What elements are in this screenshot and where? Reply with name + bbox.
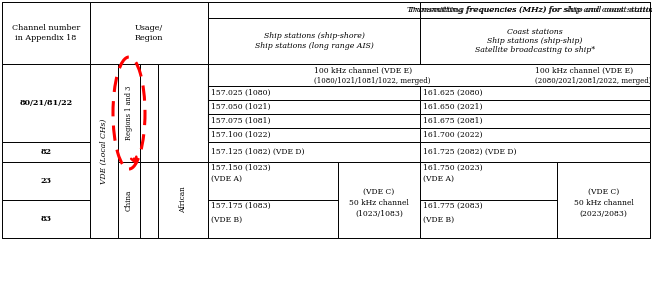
Text: Usage/
Region: Usage/ Region <box>135 24 163 42</box>
Text: 80/21/81/22: 80/21/81/22 <box>20 99 72 107</box>
Bar <box>90 64 118 238</box>
Bar <box>208 162 338 238</box>
Bar <box>2 2 650 18</box>
Text: Ship stations (ship-shore)
Ship stations (long range AIS): Ship stations (ship-shore) Ship stations… <box>255 32 374 50</box>
Bar <box>140 64 158 162</box>
Text: Transmitting frequencies (MHz) for ship and coast stations: Transmitting frequencies (MHz) for ship … <box>409 6 652 14</box>
Text: Transmitting frequencies (MHz) for ship and coast stations: Transmitting frequencies (MHz) for ship … <box>407 6 652 14</box>
Text: Channel number
in Appendix 18: Channel number in Appendix 18 <box>12 24 80 42</box>
Bar <box>2 200 90 238</box>
Bar <box>420 142 650 162</box>
Bar <box>140 162 158 238</box>
Text: 157.025 (1080): 157.025 (1080) <box>211 89 271 97</box>
Text: 23: 23 <box>40 177 52 185</box>
Bar <box>420 100 650 114</box>
Bar <box>2 64 90 142</box>
Bar <box>420 18 650 64</box>
Bar <box>2 2 90 64</box>
Text: (2023/2083): (2023/2083) <box>580 210 627 218</box>
Text: 157.100 (1022): 157.100 (1022) <box>211 131 271 139</box>
Bar <box>557 162 650 238</box>
Text: 161.675 (2081): 161.675 (2081) <box>423 117 482 125</box>
Bar <box>420 128 650 142</box>
Text: 50 kHz channel: 50 kHz channel <box>349 199 409 207</box>
Text: (VDE B): (VDE B) <box>423 216 454 224</box>
Bar <box>420 114 650 128</box>
Bar <box>158 162 208 238</box>
Text: 157.050 (1021): 157.050 (1021) <box>211 103 271 111</box>
Text: Regions 1 and 3: Regions 1 and 3 <box>125 86 133 140</box>
Bar <box>420 2 650 18</box>
Text: (VDE A): (VDE A) <box>211 175 242 183</box>
Text: (1023/1083): (1023/1083) <box>355 210 403 218</box>
Bar <box>2 142 90 162</box>
Text: 157.150 (1023): 157.150 (1023) <box>211 164 271 172</box>
Text: 157.075 (1081): 157.075 (1081) <box>211 117 271 125</box>
Bar <box>2 162 90 200</box>
Bar <box>208 128 420 142</box>
Text: 50 kHz channel: 50 kHz channel <box>574 199 634 207</box>
Text: 161.700 (2022): 161.700 (2022) <box>423 131 482 139</box>
Text: (VDE A): (VDE A) <box>423 175 454 183</box>
Text: 82: 82 <box>40 148 52 156</box>
Bar <box>118 64 140 162</box>
Bar <box>158 64 208 162</box>
Text: (VDE B): (VDE B) <box>211 216 242 224</box>
Text: China: China <box>125 189 133 211</box>
Text: Coast stations
Ship stations (ship-ship)
Satellite broadcasting to ship*: Coast stations Ship stations (ship-ship)… <box>475 28 595 54</box>
Bar <box>208 2 420 18</box>
Bar <box>338 162 420 238</box>
Text: VDE (Local CHs): VDE (Local CHs) <box>100 118 108 184</box>
Bar <box>420 86 650 100</box>
Text: 161.625 (2080): 161.625 (2080) <box>423 89 482 97</box>
Text: (VDE C): (VDE C) <box>588 188 619 196</box>
Text: (1080/1021/1081/1022, merged): (1080/1021/1081/1022, merged) <box>314 77 430 85</box>
Bar <box>208 114 420 128</box>
Bar <box>208 86 420 100</box>
Bar <box>208 64 650 86</box>
Text: 161.725 (2082) (VDE D): 161.725 (2082) (VDE D) <box>423 148 516 156</box>
Text: (2080/2021/2081/2022, merged): (2080/2021/2081/2022, merged) <box>535 77 651 85</box>
Bar <box>420 162 557 238</box>
Text: 161.650 (2021): 161.650 (2021) <box>423 103 482 111</box>
Text: 161.775 (2083): 161.775 (2083) <box>423 202 482 210</box>
Text: 100 kHz channel (VDE E): 100 kHz channel (VDE E) <box>314 67 412 75</box>
Text: 157.175 (1083): 157.175 (1083) <box>211 202 271 210</box>
Text: 83: 83 <box>40 215 52 223</box>
Bar <box>208 18 420 64</box>
Bar <box>2 2 650 238</box>
Text: 100 kHz channel (VDE E): 100 kHz channel (VDE E) <box>535 67 633 75</box>
Bar <box>118 162 140 238</box>
Text: (VDE C): (VDE C) <box>363 188 394 196</box>
Bar <box>208 142 420 162</box>
Text: 161.750 (2023): 161.750 (2023) <box>423 164 482 172</box>
Bar <box>90 2 208 64</box>
Text: 157.125 (1082) (VDE D): 157.125 (1082) (VDE D) <box>211 148 304 156</box>
Text: African: African <box>179 187 187 213</box>
Bar <box>208 100 420 114</box>
